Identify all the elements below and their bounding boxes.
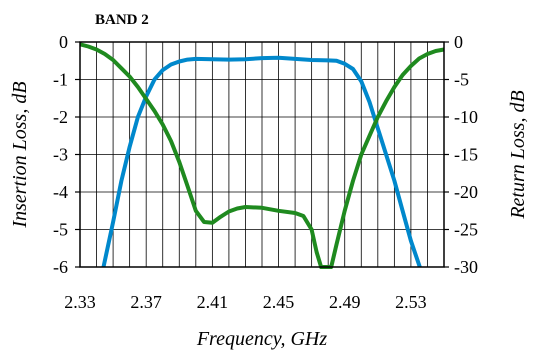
x-tick-label: 2.49 [329,292,361,312]
x-tick-label: 2.37 [130,292,162,312]
y-left-tick-label: -4 [53,182,68,202]
y-right-tick-label: 0 [454,32,463,52]
y-right-tick-label: -25 [454,220,478,240]
grid [80,42,444,267]
y-right-tick-label: -5 [454,70,469,90]
x-tick-label: 2.33 [64,292,96,312]
y-right-tick-label: -30 [454,257,478,277]
x-axis-title: Frequency, GHz [196,328,328,350]
y-left-tick-label: 0 [59,32,68,52]
y-axis-right-title: Return Loss, dB [507,90,529,219]
y-right-tick-label: -15 [454,145,478,165]
x-tick-label: 2.41 [197,292,229,312]
y-left-tick-label: -2 [53,107,68,127]
x-tick-label: 2.45 [263,292,295,312]
series-line-2 [79,42,445,269]
y-left-tick-label: -6 [53,257,68,277]
y-right-tick-label: -20 [454,182,478,202]
series-layer [79,42,445,269]
y-left-tick-label: -1 [53,70,68,90]
tick-labels: 2.33 2.37 2.41 2.45 2.49 2.53 0 -1 -2 -3 -4 -5 -6 0 -5… [53,32,478,312]
y-left-tick-label: -5 [53,220,68,240]
y-left-tick-label: -3 [53,145,68,165]
y-axis-left-title: Insertion Loss, dB [9,81,31,228]
x-tick-label: 2.53 [395,292,427,312]
y-right-tick-label: -10 [454,107,478,127]
chart-title: BAND 2 [95,12,149,28]
